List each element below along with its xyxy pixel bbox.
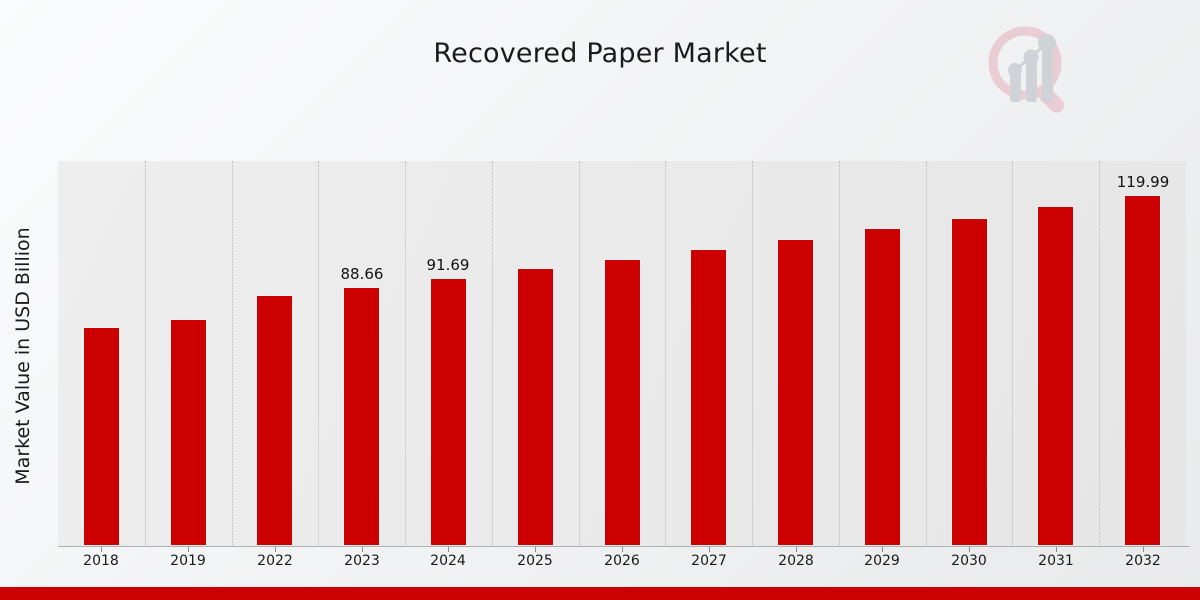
tick-mark-2030 (969, 547, 970, 552)
bar-2030[interactable] (951, 218, 988, 546)
data-label-2024: 91.69 (426, 256, 470, 274)
bar-2024[interactable] (430, 278, 467, 546)
tick-mark-2023 (362, 547, 363, 552)
gridline (232, 161, 234, 547)
x-tick-label-2025: 2025 (517, 553, 553, 569)
gridline (752, 161, 754, 547)
data-label-2032: 119.99 (1116, 173, 1170, 191)
bar-2023[interactable] (343, 287, 380, 546)
bar-2026[interactable] (604, 259, 641, 546)
tick-mark-2018 (101, 547, 102, 552)
gridline (1099, 161, 1101, 547)
x-tick-label-2026: 2026 (604, 553, 640, 569)
x-tick-label-2022: 2022 (257, 553, 293, 569)
gridline (579, 161, 581, 547)
gridline (926, 161, 928, 547)
x-axis-line (58, 546, 1190, 547)
gridline (492, 161, 494, 547)
tick-mark-2027 (709, 547, 710, 552)
x-tick-label-2032: 2032 (1125, 553, 1161, 569)
y-axis-title: Market Value in USD Billion (12, 227, 34, 485)
tick-mark-2026 (622, 547, 623, 552)
x-tick-label-2028: 2028 (778, 553, 814, 569)
market-research-logo-icon (978, 16, 1084, 122)
gridline (839, 161, 841, 547)
bar-2031[interactable] (1037, 206, 1074, 546)
bar-2018[interactable] (83, 327, 120, 546)
x-tick-label-2024: 2024 (430, 553, 466, 569)
tick-mark-2031 (1056, 547, 1057, 552)
bar-2029[interactable] (864, 228, 901, 546)
tick-mark-2025 (535, 547, 536, 552)
x-tick-label-2027: 2027 (691, 553, 727, 569)
gridline (318, 161, 320, 547)
bar-2027[interactable] (690, 249, 727, 546)
x-tick-label-2030: 2030 (951, 553, 987, 569)
tick-mark-2024 (448, 547, 449, 552)
x-tick-label-2031: 2031 (1038, 553, 1074, 569)
tick-mark-2019 (188, 547, 189, 552)
tick-mark-2029 (882, 547, 883, 552)
bar-2028[interactable] (777, 239, 814, 546)
data-label-2023: 88.66 (340, 265, 384, 283)
gridline (665, 161, 667, 547)
x-tick-label-2018: 2018 (83, 553, 119, 569)
x-tick-label-2019: 2019 (170, 553, 206, 569)
page-title: Recovered Paper Market (433, 38, 767, 69)
bar-2022[interactable] (256, 295, 293, 546)
gridline (1012, 161, 1014, 547)
footer-accent-band (0, 587, 1200, 600)
tick-mark-2022 (275, 547, 276, 552)
tick-mark-2032 (1143, 547, 1144, 552)
tick-mark-2028 (796, 547, 797, 552)
x-tick-label-2023: 2023 (344, 553, 380, 569)
bar-2032[interactable] (1124, 195, 1161, 546)
x-tick-label-2029: 2029 (864, 553, 900, 569)
bar-2025[interactable] (517, 268, 554, 546)
bar-2019[interactable] (170, 319, 207, 546)
gridline (145, 161, 147, 547)
gridline (405, 161, 407, 547)
